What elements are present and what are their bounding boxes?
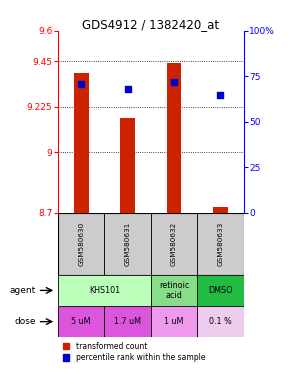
Text: 5 uM: 5 uM [71,317,91,326]
FancyBboxPatch shape [151,306,197,337]
Text: GSM580630: GSM580630 [78,222,84,266]
FancyBboxPatch shape [58,306,104,337]
Text: GSM580631: GSM580631 [125,222,130,266]
Text: 1 uM: 1 uM [164,317,184,326]
Text: 0.1 %: 0.1 % [209,317,232,326]
Bar [213,207,228,213]
Text: KHS101: KHS101 [89,286,120,295]
FancyBboxPatch shape [151,275,197,306]
Point [79,81,84,87]
Text: dose: dose [14,317,36,326]
Point [172,79,176,85]
FancyBboxPatch shape [197,213,244,275]
Point [125,86,130,92]
Bar [166,63,182,213]
FancyBboxPatch shape [197,275,244,306]
Text: agent: agent [10,286,36,295]
Text: DMSO: DMSO [208,286,233,295]
Text: 1.7 uM: 1.7 uM [114,317,141,326]
Title: GDS4912 / 1382420_at: GDS4912 / 1382420_at [82,18,219,31]
FancyBboxPatch shape [104,213,151,275]
FancyBboxPatch shape [58,275,151,306]
FancyBboxPatch shape [197,306,244,337]
FancyBboxPatch shape [151,213,197,275]
Legend: transformed count, percentile rank within the sample: transformed count, percentile rank withi… [62,341,206,363]
Text: GSM580632: GSM580632 [171,222,177,266]
Point [218,91,223,98]
Text: retinoic
acid: retinoic acid [159,281,189,300]
Bar [120,118,135,213]
Text: GSM580633: GSM580633 [218,222,223,266]
Bar [74,73,89,213]
FancyBboxPatch shape [104,306,151,337]
FancyBboxPatch shape [58,213,104,275]
